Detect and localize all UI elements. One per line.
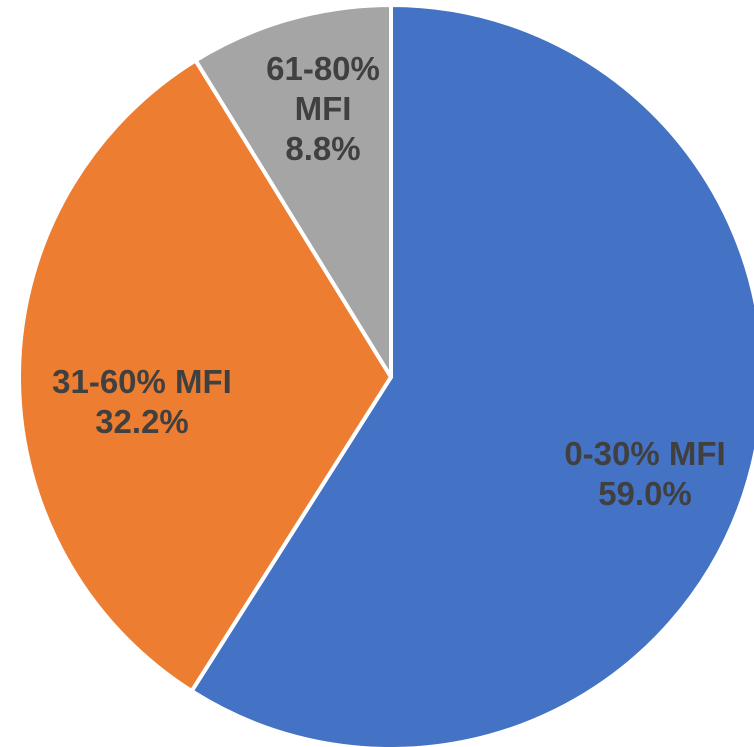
pie-slice-0-30-mfi <box>189 3 754 747</box>
slice-category-label: 61-80% <box>266 50 380 87</box>
pie-slice-61-80-mfi <box>193 3 393 379</box>
slice-value-label: 59.0% <box>598 475 692 512</box>
slice-category-label: 0-30% MFI <box>564 435 725 472</box>
slice-category-label: MFI <box>295 90 352 127</box>
slice-category-label: 31-60% MFI <box>52 363 232 400</box>
slice-value-label: 8.8% <box>285 130 360 167</box>
pie-slices <box>17 3 754 747</box>
slice-label-61-80-mfi: 61-80% MFI 8.8% <box>266 50 380 167</box>
slice-label-31-60-mfi: 31-60% MFI 32.2% <box>52 363 232 440</box>
slice-value-label: 32.2% <box>95 403 189 440</box>
pie-labels: 0-30% MFI 59.0% 31-60% MFI 32.2% 61-80% MFI 8.… <box>52 50 726 512</box>
pie-slice-31-60-mfi <box>17 58 393 694</box>
slice-label-0-30-mfi: 0-30% MFI 59.0% <box>564 435 725 512</box>
